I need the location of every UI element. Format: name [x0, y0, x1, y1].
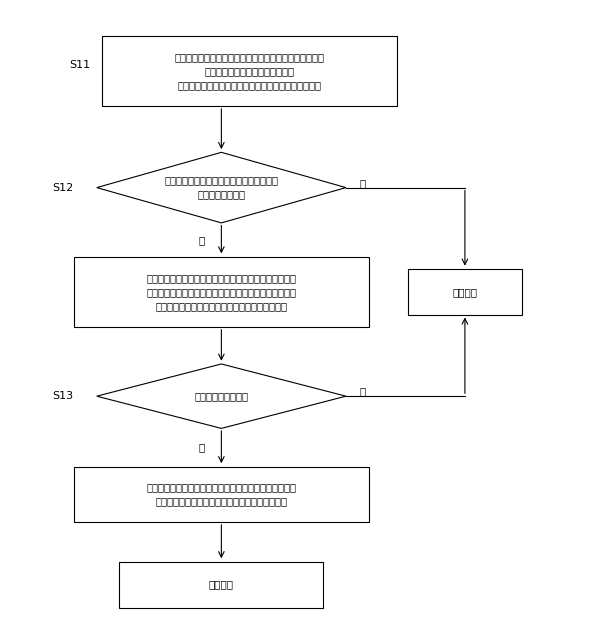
- Text: 云控制服务器接收集群注册请求，获取待注册集群控制服
务器的网络安全认证数据，将集群
注册请求与网络安全认证数据转发给云安全认证服务器: 云控制服务器接收集群注册请求，获取待注册集群控制服 务器的网络安全认证数据，将集…: [175, 52, 324, 90]
- Text: 云控制服务器获取待注册集群控制服务器主机名、地址以
及配置信息，并记录到云控制服务器的配置文件中: 云控制服务器获取待注册集群控制服务器主机名、地址以 及配置信息，并记录到云控制服…: [146, 482, 296, 506]
- Text: 云安全认证服务器、云控制服务器、待注册集群控制服务
器基于网络安全认证数据，调用内置算法以及管理员密钥
数据进行网络安全认证，验证云系统网络是否安全: 云安全认证服务器、云控制服务器、待注册集群控制服务 器基于网络安全认证数据，调用…: [146, 273, 296, 311]
- Bar: [408, 269, 522, 315]
- Bar: [74, 257, 369, 327]
- Text: 是: 是: [198, 442, 205, 452]
- Text: 否: 否: [360, 386, 366, 396]
- Polygon shape: [97, 152, 346, 223]
- Polygon shape: [97, 364, 346, 428]
- Text: 是: 是: [198, 235, 205, 245]
- Bar: [74, 466, 369, 522]
- Text: 注册失败: 注册失败: [453, 287, 477, 297]
- Text: 否: 否: [360, 178, 366, 188]
- Text: 注册成功: 注册成功: [209, 580, 234, 590]
- Text: S12: S12: [52, 183, 73, 192]
- Text: 云系统网络是否安全: 云系统网络是否安全: [194, 391, 248, 401]
- Bar: [103, 36, 397, 106]
- Text: S11: S11: [69, 60, 90, 70]
- Text: S13: S13: [52, 391, 73, 401]
- Bar: [119, 562, 323, 608]
- Text: 云安全认证服务器收到集群注册请求，判断
用户是否为管理员: 云安全认证服务器收到集群注册请求，判断 用户是否为管理员: [165, 176, 278, 199]
